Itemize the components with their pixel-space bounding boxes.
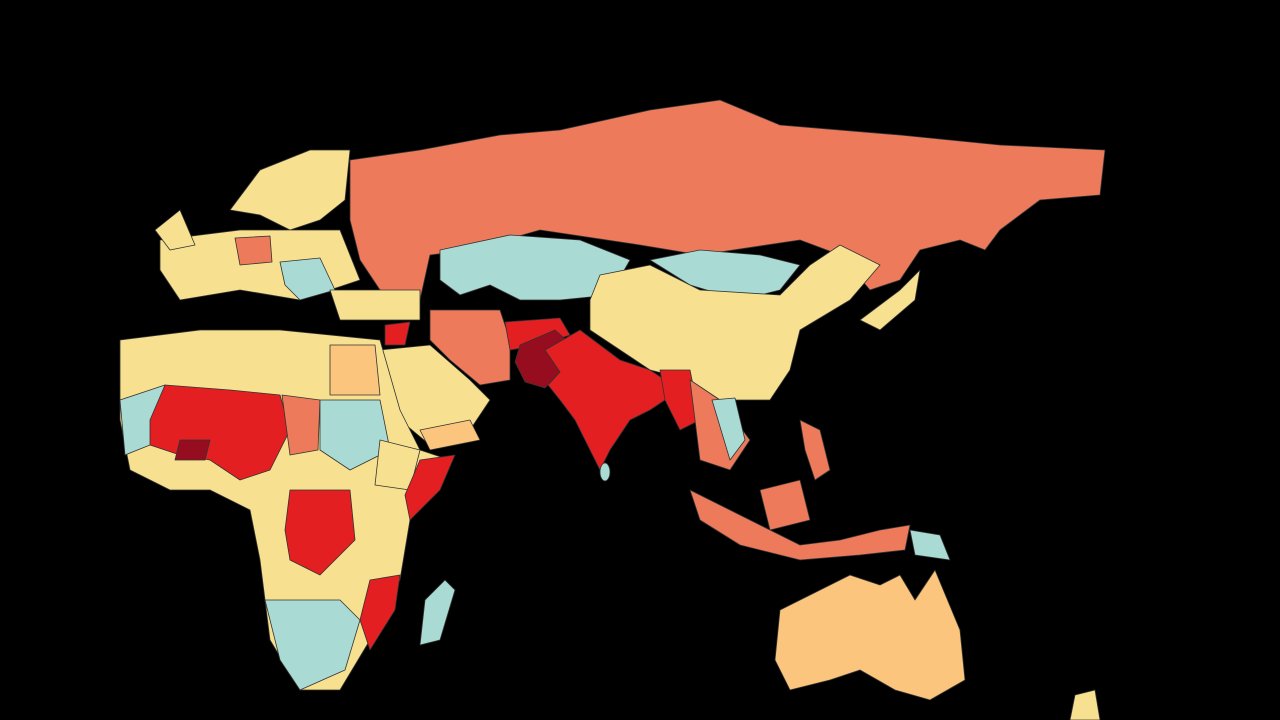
australia <box>774 569 966 701</box>
southern-africa <box>264 599 361 691</box>
mongolia <box>649 249 801 301</box>
new-zealand <box>1069 689 1101 720</box>
sri-lanka <box>599 462 611 482</box>
scandinavia <box>229 149 351 231</box>
madagascar <box>419 579 456 646</box>
russia <box>349 99 1106 301</box>
myanmar <box>659 369 701 431</box>
iran <box>429 309 511 386</box>
sahel <box>149 384 291 481</box>
egypt <box>329 344 381 396</box>
borneo <box>759 479 811 531</box>
china <box>589 244 881 401</box>
mozambique <box>359 574 401 651</box>
papua-new-guinea <box>909 529 951 561</box>
balkans <box>279 257 336 301</box>
turkey <box>329 289 421 321</box>
philippines <box>799 419 831 481</box>
sudan <box>319 399 391 471</box>
germany <box>234 235 273 266</box>
congo <box>284 489 356 576</box>
india <box>544 329 681 471</box>
burkina-faso <box>174 439 211 461</box>
yemen <box>419 419 481 451</box>
kazakhstan <box>439 234 631 301</box>
japan <box>859 269 921 331</box>
somalia <box>404 454 456 521</box>
vietnam <box>711 397 746 461</box>
uk <box>154 209 196 251</box>
syria <box>384 321 411 346</box>
indonesia <box>689 489 911 561</box>
chad <box>281 394 321 456</box>
